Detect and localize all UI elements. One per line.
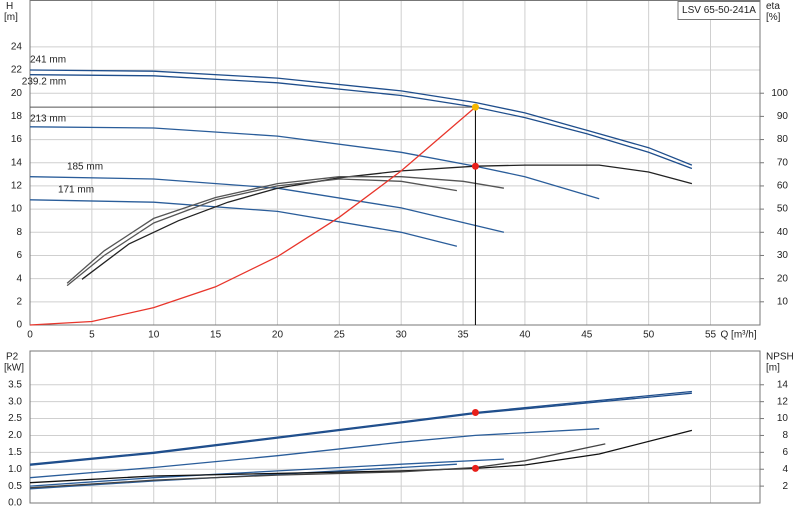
x-tick-label: 25 — [334, 330, 346, 341]
y-tick-label: 6 — [16, 250, 22, 261]
y2-axis-unit: [%] — [766, 12, 781, 23]
y2-tick-label: 50 — [777, 204, 789, 215]
x-tick-label: 20 — [272, 330, 284, 341]
series-name: 171 mm — [58, 184, 94, 195]
series-line — [29, 106, 476, 326]
series-line — [29, 69, 693, 166]
x-tick-label: 50 — [643, 330, 655, 341]
y2-tick-label: 10 — [777, 413, 789, 424]
series-line — [29, 390, 692, 465]
series-line — [66, 178, 458, 287]
y2-tick-label: 4 — [782, 464, 788, 475]
x-tick-label: 30 — [396, 330, 408, 341]
x-tick-label: 35 — [457, 330, 469, 341]
y-tick-label: 10 — [11, 204, 23, 215]
x-tick-label: 40 — [519, 330, 531, 341]
y-tick-label: 12 — [11, 181, 23, 192]
series-name: 241 mm — [30, 55, 66, 66]
y-tick-label: 3.5 — [8, 379, 22, 390]
x-tick-label: 5 — [89, 330, 95, 341]
duty-point — [471, 162, 479, 170]
chart-title: LSV 65-50-241A — [682, 5, 756, 16]
series-line — [29, 428, 600, 479]
y2-tick-label: 12 — [777, 396, 789, 407]
x-axis-label: Q [m³/h] — [721, 330, 757, 341]
series-line — [29, 443, 606, 489]
x-tick-label: 0 — [27, 330, 33, 341]
y-tick-label: 3.0 — [8, 396, 22, 407]
y-axis-unit: [m] — [4, 12, 18, 23]
y2-tick-label: 100 — [771, 88, 788, 99]
y2-tick-label: 90 — [777, 111, 789, 122]
y-tick-label: 18 — [11, 111, 23, 122]
series-line — [29, 458, 504, 487]
x-tick-label: 55 — [705, 330, 717, 341]
y-tick-label: 2.0 — [8, 430, 22, 441]
x-tick-label: 45 — [581, 330, 593, 341]
y2-tick-label: 10 — [777, 296, 789, 307]
power-chart: 0.0 0.5 1.0 1.5 2.0 2.5 3.0 3.5 2 4 6 8 10 12 14 P2[kW]… — [4, 350, 794, 509]
y2-axis-unit: [m] — [766, 363, 780, 374]
y2-tick-label: 14 — [777, 379, 789, 390]
y-tick-label: 14 — [11, 157, 23, 168]
y2-tick-label: 8 — [782, 430, 788, 441]
y-tick-label: 22 — [11, 65, 23, 76]
series-line — [29, 126, 600, 200]
y-tick-label: 16 — [11, 134, 23, 145]
y2-tick-label: 60 — [777, 181, 789, 192]
series-line — [29, 392, 692, 466]
y-tick-label: 1.0 — [8, 464, 22, 475]
series-line — [81, 164, 693, 280]
y-tick-label: 4 — [16, 273, 22, 284]
x-tick-label: 15 — [210, 330, 222, 341]
y2-tick-label: 70 — [777, 157, 789, 168]
y2-tick-label: 20 — [777, 273, 789, 284]
plot-frame — [29, 350, 761, 504]
y-tick-label: 24 — [11, 41, 23, 52]
title-box — [677, 1, 761, 20]
series-name: 185 mm — [67, 161, 103, 172]
series-line — [29, 199, 458, 247]
duty-point — [471, 464, 479, 472]
y2-tick-label: 80 — [777, 134, 789, 145]
y-axis-unit: [kW] — [4, 363, 24, 374]
series-line — [66, 176, 505, 284]
y-tick-label: 2 — [16, 296, 22, 307]
y2-tick-label: 2 — [782, 481, 788, 492]
y-tick-label: 2.5 — [8, 413, 22, 424]
y2-tick-label: 40 — [777, 227, 789, 238]
y-tick-label: 0.0 — [8, 498, 22, 509]
head-chart: 0 5 10 15 20 25 30 35 40 45 50 55024681012141618202… — [4, 0, 789, 341]
y-tick-label: 1.5 — [8, 447, 22, 458]
y2-tick-label: 30 — [777, 250, 789, 261]
duty-point — [471, 408, 479, 416]
series-name: 213 mm — [30, 113, 66, 124]
series-name: 239.2 mm — [22, 76, 66, 87]
y-tick-label: 0.5 — [8, 481, 22, 492]
y2-tick-label: 6 — [782, 447, 788, 458]
y-tick-label: 0 — [16, 320, 22, 331]
y-tick-label: 20 — [11, 88, 23, 99]
y-axis-label: P2 — [6, 352, 19, 363]
y-axis-label: H — [6, 1, 13, 12]
x-tick-label: 10 — [148, 330, 160, 341]
y2-axis-label: NPSH — [766, 352, 794, 363]
duty-point — [471, 103, 479, 111]
plot-frame — [29, 0, 761, 326]
series-line — [29, 463, 457, 490]
y2-axis-label: eta — [766, 1, 780, 12]
y-tick-label: 8 — [16, 227, 22, 238]
